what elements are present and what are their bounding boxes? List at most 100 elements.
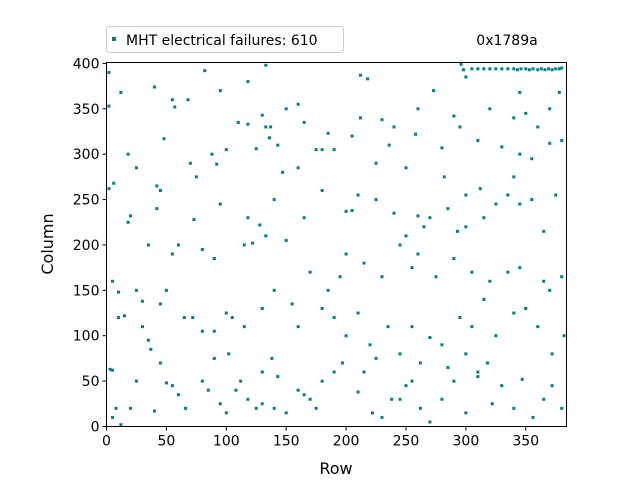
x-tick-label: 100 [213, 434, 240, 450]
data-point [264, 234, 268, 238]
data-point [482, 216, 486, 220]
data-point [272, 288, 276, 292]
data-point [218, 202, 222, 206]
data-point [296, 388, 300, 392]
data-point [320, 379, 324, 383]
data-point [560, 139, 564, 143]
y-tick-label: 150 [73, 283, 100, 299]
data-point [146, 243, 150, 247]
data-point [302, 393, 306, 397]
data-point [260, 402, 264, 406]
data-point [458, 316, 462, 320]
data-point [173, 105, 177, 109]
data-point [320, 188, 324, 192]
data-point [461, 68, 465, 72]
data-point [200, 379, 204, 383]
data-point [428, 336, 432, 340]
data-point [128, 214, 132, 218]
data-point [194, 175, 198, 179]
data-point [200, 247, 204, 251]
data-point [518, 202, 522, 206]
data-point [264, 125, 268, 129]
data-point [554, 67, 558, 71]
data-point [398, 397, 402, 401]
data-point [398, 352, 402, 356]
data-point [296, 102, 300, 106]
data-point [224, 411, 228, 415]
data-point [358, 116, 362, 120]
data-point [404, 384, 408, 388]
data-point [494, 67, 498, 71]
data-point [478, 187, 482, 191]
y-tick-label: 100 [73, 329, 100, 345]
data-point [512, 175, 516, 179]
x-tick-label: 250 [393, 434, 420, 450]
data-point [542, 279, 546, 283]
data-point [390, 397, 394, 401]
data-point [224, 148, 228, 152]
data-point [162, 137, 166, 141]
data-point [212, 257, 216, 261]
data-point [264, 63, 268, 67]
data-point [488, 107, 492, 111]
data-point [452, 257, 456, 261]
data-point [464, 411, 468, 415]
data-point [110, 279, 114, 283]
data-point [284, 107, 288, 111]
data-point [332, 316, 336, 320]
data-point [296, 325, 300, 329]
data-point [482, 67, 486, 71]
data-point [464, 193, 468, 197]
data-point [152, 85, 156, 89]
data-point [440, 146, 444, 150]
data-point [107, 187, 111, 191]
data-point [392, 211, 396, 215]
legend-label: MHT electrical failures: 610 [126, 33, 318, 49]
data-point [284, 238, 288, 242]
data-point [110, 368, 114, 372]
data-point [314, 148, 318, 152]
data-point [218, 402, 222, 406]
data-point [416, 107, 420, 111]
data-point [530, 157, 534, 161]
data-point [246, 122, 250, 126]
data-point [344, 252, 348, 256]
data-point [539, 67, 543, 71]
y-tick-label: 350 [73, 102, 100, 118]
data-point [362, 261, 366, 265]
data-point [344, 334, 348, 338]
data-point [326, 131, 330, 135]
data-point [380, 415, 384, 419]
data-point [107, 104, 111, 108]
data-point [112, 181, 116, 185]
data-point [344, 209, 348, 213]
data-point [119, 90, 123, 94]
data-point [547, 67, 551, 71]
data-point [512, 116, 516, 120]
data-point [170, 252, 174, 256]
data-point [422, 225, 426, 229]
data-point [370, 411, 374, 415]
data-point [122, 314, 126, 318]
data-point [314, 406, 318, 410]
data-point [488, 279, 492, 283]
data-point [269, 125, 273, 129]
data-point [470, 270, 474, 274]
data-point [404, 234, 408, 238]
data-point [464, 352, 468, 356]
data-point [368, 343, 372, 347]
data-point [356, 390, 360, 394]
data-point [380, 275, 384, 279]
data-point [548, 107, 552, 111]
data-point [134, 288, 138, 292]
data-point [520, 377, 524, 381]
data-point [218, 89, 222, 93]
data-point [140, 299, 144, 303]
data-point [246, 216, 250, 220]
data-point [191, 316, 195, 320]
data-point [203, 69, 207, 73]
data-point [380, 118, 384, 122]
data-point [470, 67, 474, 71]
data-point [290, 302, 294, 306]
data-point [531, 415, 535, 419]
